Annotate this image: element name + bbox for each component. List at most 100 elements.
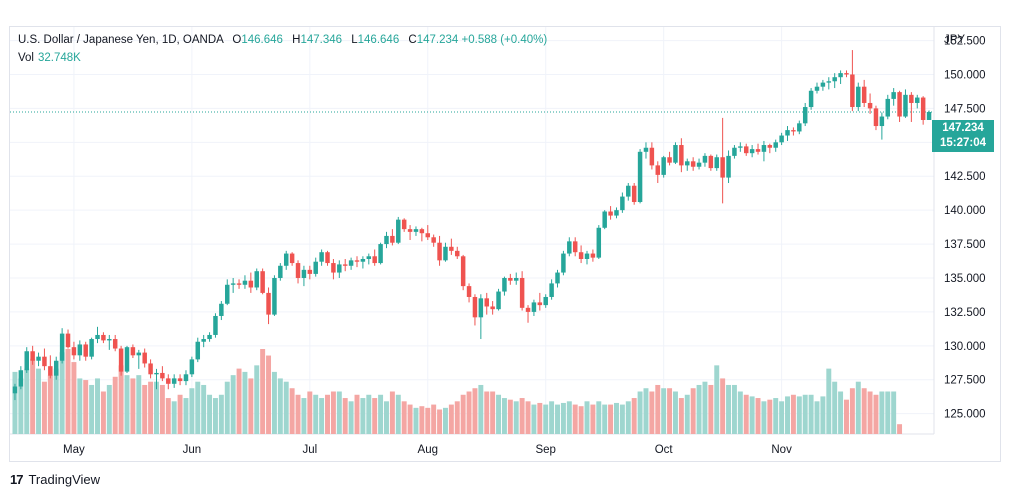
candle-body — [460, 256, 466, 287]
candle-body — [472, 296, 478, 318]
volume-bar — [142, 384, 148, 434]
candle-body — [649, 147, 655, 166]
candle — [578, 245, 584, 264]
volume-bar — [319, 398, 325, 434]
candle-body — [478, 298, 484, 318]
candle-body — [620, 196, 625, 211]
volume-bar — [189, 388, 195, 434]
candle — [201, 334, 206, 348]
candle — [891, 88, 896, 106]
candle-body — [885, 98, 891, 117]
candle — [844, 70, 849, 78]
candle — [797, 120, 802, 135]
candle — [761, 140, 767, 162]
candle-body — [254, 271, 259, 288]
candle — [177, 374, 183, 386]
candle — [779, 132, 784, 146]
candle-body — [608, 211, 613, 216]
candle — [543, 294, 548, 308]
candle — [590, 249, 596, 262]
volume-bar — [112, 376, 118, 434]
candle — [396, 216, 401, 245]
volume-bar — [460, 394, 466, 434]
volume-bar — [207, 394, 213, 434]
candle — [567, 237, 572, 257]
candle — [118, 345, 124, 376]
volume-bar — [413, 407, 419, 434]
volume-bar — [631, 398, 637, 434]
candle — [708, 154, 714, 171]
y-tick-label: 135.000 — [944, 273, 986, 285]
volume-bar — [649, 391, 655, 434]
volume-bar — [726, 384, 732, 434]
candle-body — [283, 253, 289, 266]
bar-countdown: 15:27:04 — [939, 137, 987, 149]
volume-bar — [672, 391, 678, 434]
candle-body — [449, 246, 454, 251]
candle-body — [89, 339, 94, 357]
candle-body — [42, 356, 47, 367]
tradingview-brand[interactable]: 17 TradingView — [10, 472, 100, 487]
volume-bar — [796, 396, 802, 434]
candle — [720, 117, 725, 204]
volume-bar — [578, 406, 584, 434]
y-tick-label: 147.500 — [944, 103, 986, 115]
candle-body — [826, 81, 832, 83]
candle — [460, 254, 466, 291]
volume-bar — [224, 381, 230, 434]
candle-body — [879, 116, 885, 127]
candle-body — [48, 366, 53, 376]
candle — [643, 142, 649, 159]
candle-body — [59, 333, 65, 361]
candle — [331, 258, 336, 280]
volume-bar — [136, 375, 142, 434]
candle — [915, 94, 920, 109]
candle — [620, 192, 625, 213]
volume-bar — [401, 401, 407, 434]
volume-bar — [77, 378, 83, 434]
candle-body — [726, 155, 731, 178]
candle-body — [260, 271, 265, 293]
candle — [572, 237, 578, 257]
candle-body — [844, 73, 849, 75]
candle — [71, 341, 77, 360]
candle-body — [248, 280, 254, 288]
volume-bar — [826, 368, 832, 434]
candle-body — [850, 74, 855, 108]
candle-body — [396, 219, 401, 243]
candle-body — [319, 252, 324, 262]
candle-body — [401, 219, 407, 230]
candle — [519, 271, 525, 311]
volume-bar — [271, 371, 277, 434]
volume-bar — [330, 391, 336, 434]
volume-bar — [395, 394, 401, 434]
candle — [407, 225, 413, 240]
candle — [838, 70, 843, 84]
volume-bar — [348, 401, 354, 434]
volume-bar — [861, 388, 867, 434]
y-axis: 125.000 127.500 130.000 132.500 135.000 137.5… — [944, 36, 986, 421]
volume-bar — [360, 398, 366, 434]
candle-body — [372, 256, 377, 264]
volume-bar — [749, 396, 755, 434]
volume-bar — [183, 398, 189, 434]
volume-bar — [41, 381, 47, 434]
candle-body — [779, 135, 784, 143]
candle — [455, 246, 460, 259]
volume-bar — [230, 375, 236, 434]
candle — [207, 332, 212, 342]
y-tick-label: 152.500 — [944, 36, 986, 48]
volume-bar — [71, 362, 77, 434]
volume-bar — [808, 394, 814, 434]
volume-bar — [702, 381, 708, 434]
candle — [77, 340, 83, 361]
candle — [685, 158, 690, 171]
candle — [254, 268, 259, 291]
candle-body — [903, 94, 908, 117]
volume-bar — [130, 378, 136, 434]
volume-bar — [513, 401, 519, 434]
candle-body — [431, 237, 436, 243]
volume-bar — [201, 384, 207, 434]
candle — [307, 265, 313, 280]
